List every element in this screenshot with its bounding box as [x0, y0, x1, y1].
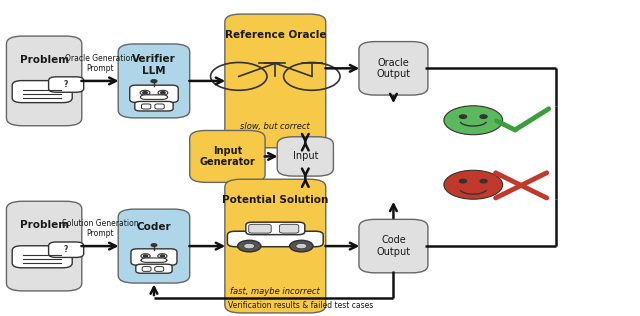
- Text: Potential Solution: Potential Solution: [222, 196, 328, 205]
- Text: Oracle
Output: Oracle Output: [376, 58, 410, 79]
- Circle shape: [158, 90, 168, 95]
- Circle shape: [296, 243, 307, 249]
- Text: slow, but correct: slow, but correct: [241, 122, 310, 131]
- Circle shape: [151, 244, 157, 246]
- Circle shape: [161, 92, 165, 94]
- Circle shape: [157, 254, 167, 258]
- Circle shape: [244, 243, 255, 249]
- Circle shape: [480, 179, 487, 183]
- Circle shape: [143, 92, 147, 94]
- Text: fast, maybe incorrect: fast, maybe incorrect: [230, 287, 320, 296]
- FancyBboxPatch shape: [12, 246, 72, 268]
- Circle shape: [141, 254, 150, 258]
- FancyBboxPatch shape: [359, 42, 428, 95]
- Circle shape: [237, 240, 261, 252]
- Text: Coder: Coder: [137, 222, 172, 232]
- FancyBboxPatch shape: [140, 95, 168, 100]
- FancyBboxPatch shape: [49, 242, 84, 258]
- Text: Problem: Problem: [20, 220, 68, 230]
- Circle shape: [460, 115, 467, 118]
- FancyBboxPatch shape: [135, 101, 173, 111]
- Text: Input
Generator: Input Generator: [200, 146, 255, 167]
- Text: Verifier
LLM: Verifier LLM: [132, 54, 176, 76]
- FancyBboxPatch shape: [225, 179, 326, 313]
- FancyBboxPatch shape: [246, 222, 305, 235]
- Text: ?: ?: [64, 245, 68, 254]
- Text: Code
Output: Code Output: [376, 235, 410, 257]
- FancyBboxPatch shape: [49, 77, 84, 92]
- FancyBboxPatch shape: [141, 258, 167, 262]
- FancyBboxPatch shape: [130, 85, 178, 102]
- Circle shape: [460, 179, 467, 183]
- Circle shape: [480, 115, 487, 118]
- Circle shape: [160, 255, 164, 257]
- FancyBboxPatch shape: [249, 224, 271, 233]
- Circle shape: [444, 106, 502, 135]
- FancyBboxPatch shape: [142, 267, 151, 271]
- Text: ?: ?: [64, 80, 68, 89]
- Circle shape: [290, 240, 313, 252]
- Text: Oracle Generation
Prompt: Oracle Generation Prompt: [65, 54, 135, 73]
- Text: Input: Input: [292, 151, 318, 161]
- FancyBboxPatch shape: [118, 209, 189, 283]
- FancyBboxPatch shape: [155, 104, 164, 109]
- FancyBboxPatch shape: [277, 137, 333, 176]
- Circle shape: [151, 80, 157, 82]
- FancyBboxPatch shape: [155, 267, 164, 271]
- Text: Solution Generation
Prompt: Solution Generation Prompt: [61, 219, 138, 238]
- Circle shape: [140, 90, 150, 95]
- FancyBboxPatch shape: [136, 264, 172, 273]
- FancyBboxPatch shape: [189, 131, 265, 182]
- FancyBboxPatch shape: [280, 224, 299, 233]
- Text: Reference Oracle: Reference Oracle: [225, 30, 326, 40]
- FancyBboxPatch shape: [131, 249, 177, 265]
- FancyBboxPatch shape: [6, 201, 82, 291]
- Text: Problem: Problem: [20, 55, 68, 64]
- FancyBboxPatch shape: [225, 14, 326, 148]
- Circle shape: [143, 255, 148, 257]
- FancyBboxPatch shape: [6, 36, 82, 126]
- Circle shape: [444, 170, 502, 199]
- FancyBboxPatch shape: [12, 81, 72, 103]
- FancyBboxPatch shape: [359, 219, 428, 273]
- FancyBboxPatch shape: [118, 44, 189, 118]
- Text: Verification results & failed test cases: Verification results & failed test cases: [228, 301, 374, 310]
- FancyBboxPatch shape: [227, 231, 323, 247]
- FancyBboxPatch shape: [141, 104, 151, 109]
